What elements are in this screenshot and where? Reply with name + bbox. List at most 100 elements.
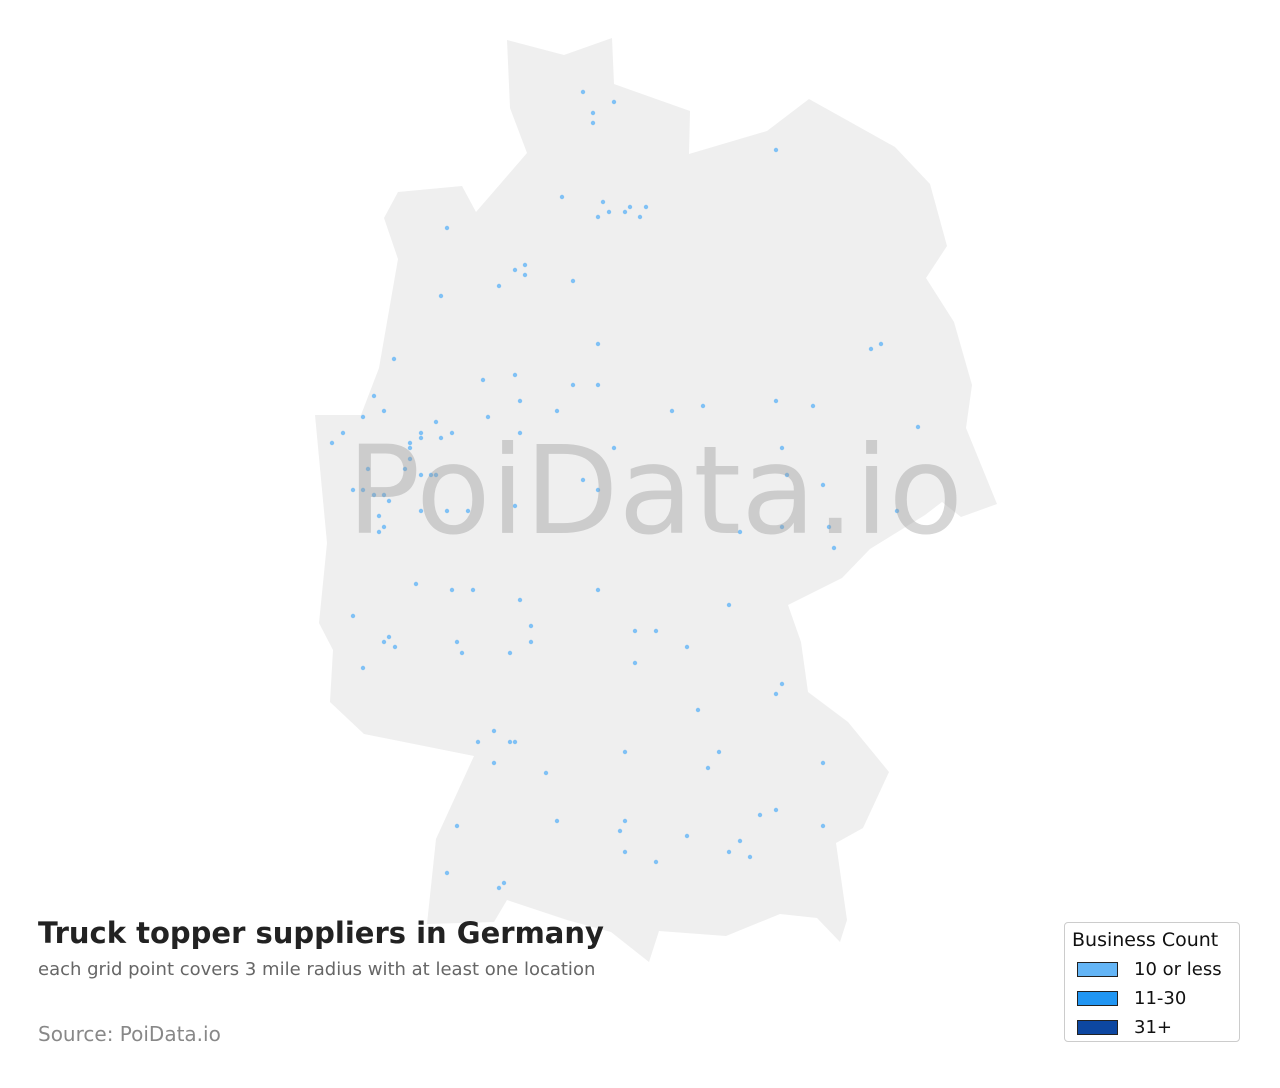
location-point <box>512 372 518 378</box>
location-point <box>454 823 460 829</box>
location-point <box>622 209 628 215</box>
legend-item-31-plus: 31+ <box>1077 1017 1172 1038</box>
location-point <box>747 854 753 860</box>
location-point <box>381 524 387 530</box>
location-point <box>726 602 732 608</box>
location-point <box>475 739 481 745</box>
location-point <box>773 691 779 697</box>
location-point <box>528 639 534 645</box>
location-point <box>773 807 779 813</box>
location-point <box>407 440 413 446</box>
location-point <box>444 225 450 231</box>
location-point <box>517 597 523 603</box>
location-point <box>773 398 779 404</box>
location-point <box>507 739 513 745</box>
location-point <box>371 492 377 498</box>
location-point <box>365 466 371 472</box>
location-point <box>350 613 356 619</box>
location-point <box>402 466 408 472</box>
location-point <box>915 424 921 430</box>
location-point <box>737 529 743 535</box>
legend-item-11-30: 11-30 <box>1077 988 1186 1009</box>
location-point <box>684 833 690 839</box>
location-point <box>444 508 450 514</box>
location-point <box>684 644 690 650</box>
location-point <box>485 414 491 420</box>
watermark: PoiData.io <box>347 420 963 562</box>
source-note: Source: PoiData.io <box>38 1022 221 1046</box>
location-point <box>695 707 701 713</box>
legend: Business Count 10 or less 11-30 31+ <box>1064 922 1240 1042</box>
location-points <box>329 89 921 891</box>
location-point <box>632 628 638 634</box>
location-point <box>381 639 387 645</box>
location-point <box>496 283 502 289</box>
location-point <box>470 587 476 593</box>
location-point <box>444 870 450 876</box>
location-point <box>449 587 455 593</box>
location-point <box>868 346 874 352</box>
location-point <box>570 278 576 284</box>
location-point <box>820 760 826 766</box>
location-point <box>826 524 832 530</box>
location-point <box>491 760 497 766</box>
location-point <box>820 823 826 829</box>
location-point <box>433 472 439 478</box>
location-point <box>590 110 596 116</box>
location-point <box>507 650 513 656</box>
location-point <box>737 838 743 844</box>
location-point <box>595 487 601 493</box>
legend-item-10-or-less: 10 or less <box>1077 959 1222 980</box>
location-point <box>820 482 826 488</box>
location-point <box>632 660 638 666</box>
location-point <box>669 408 675 414</box>
location-point <box>340 430 346 436</box>
location-point <box>700 403 706 409</box>
location-point <box>522 272 528 278</box>
location-point <box>622 849 628 855</box>
location-point <box>606 209 612 215</box>
location-point <box>433 419 439 425</box>
location-point <box>617 828 623 834</box>
location-point <box>878 341 884 347</box>
location-point <box>757 812 763 818</box>
location-point <box>779 681 785 687</box>
location-point <box>622 749 628 755</box>
location-point <box>643 204 649 210</box>
location-point <box>611 445 617 451</box>
location-point <box>512 503 518 509</box>
location-point <box>779 445 785 451</box>
location-point <box>600 199 606 205</box>
location-point <box>512 267 518 273</box>
legend-swatch <box>1077 962 1118 977</box>
location-point <box>392 644 398 650</box>
location-point <box>590 120 596 126</box>
location-point <box>438 435 444 441</box>
location-point <box>438 293 444 299</box>
location-point <box>517 398 523 404</box>
location-point <box>580 477 586 483</box>
location-point <box>595 341 601 347</box>
legend-swatch <box>1077 1020 1118 1035</box>
location-point <box>653 628 659 634</box>
location-point <box>360 414 366 420</box>
location-point <box>894 508 900 514</box>
germany-outline <box>315 38 997 962</box>
location-point <box>459 650 465 656</box>
location-point <box>810 403 816 409</box>
location-point <box>418 472 424 478</box>
location-point <box>418 508 424 514</box>
location-point <box>428 472 434 478</box>
location-point <box>716 749 722 755</box>
location-point <box>360 665 366 671</box>
location-point <box>595 382 601 388</box>
location-point <box>595 214 601 220</box>
location-point <box>543 770 549 776</box>
location-point <box>595 587 601 593</box>
location-point <box>570 382 576 388</box>
location-point <box>611 99 617 105</box>
location-point <box>580 89 586 95</box>
location-point <box>386 498 392 504</box>
location-point <box>329 440 335 446</box>
